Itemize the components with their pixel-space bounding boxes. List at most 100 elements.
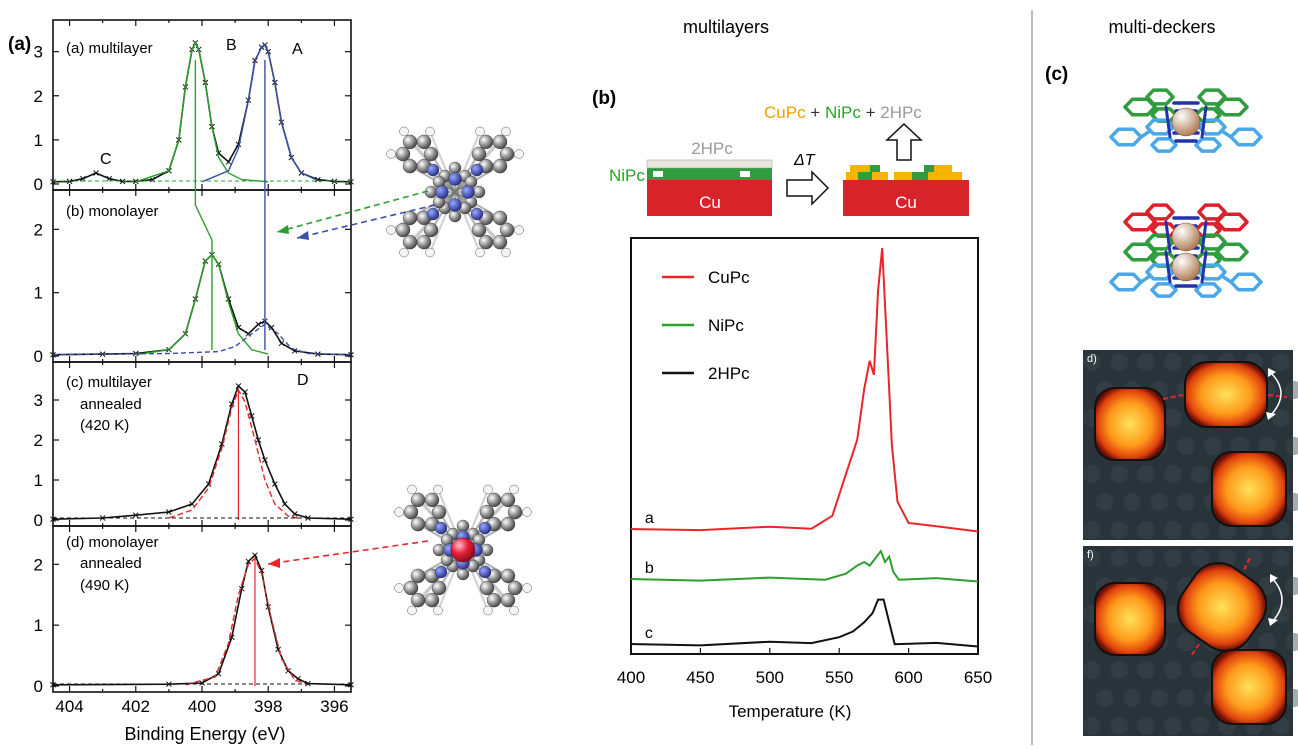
peak-label-b: B (226, 37, 237, 54)
xps-data-point (291, 511, 298, 517)
y-tick-label: 0 (34, 175, 43, 194)
xps-data-point (189, 501, 195, 507)
xps-series-black (52, 253, 352, 356)
xps-series-red (168, 388, 302, 520)
stm-molecule-1 (1094, 387, 1166, 461)
double-decker-molecule (1109, 88, 1263, 153)
tpd-x-tick-label: 550 (825, 668, 853, 687)
tpd-x-tick-label: 600 (894, 668, 922, 687)
y-tick-label: 2 (34, 87, 43, 106)
molecule-2hpc (386, 126, 524, 258)
y-tick-label: 0 (34, 347, 43, 366)
peak-label-c: C (100, 151, 112, 168)
x-tick-label: 396 (320, 697, 348, 716)
y-tick-label: 2 (34, 220, 43, 239)
y-tick-label: 0 (34, 677, 43, 696)
multideckers-heading: multi-deckers (1108, 17, 1215, 37)
xps-series-green (135, 253, 269, 356)
xps-data-point (281, 501, 288, 507)
y-tick-label: 3 (34, 391, 43, 410)
arrows (267, 190, 436, 568)
tpd-x-tick-label: 650 (964, 668, 992, 687)
y-tick-label: 1 (34, 284, 43, 303)
cu-label-right: Cu (895, 193, 917, 212)
y-tick-label: 0 (34, 511, 43, 530)
xps-series-green (135, 41, 269, 183)
x-tick-label: 402 (122, 697, 150, 716)
schem-2hpc-label: 2HPc (691, 139, 733, 158)
xps-data-point (242, 389, 248, 395)
xps-data-point (93, 170, 99, 176)
y-tick-label: 1 (34, 616, 43, 635)
y-tick-label: 3 (34, 43, 43, 62)
xps-data-point (132, 512, 139, 519)
xps-data-point (50, 681, 56, 688)
multilayers-heading: multilayers (683, 17, 769, 37)
tpd-x-tick-label: 500 (756, 668, 784, 687)
xps-panel-c: 0 1 2 3 (34, 361, 354, 530)
stm-molecule-3 (1211, 451, 1287, 527)
copper-atom (450, 537, 476, 563)
xps-data-point (348, 351, 354, 358)
stm-molecule-6 (1211, 649, 1287, 725)
delta-t-label: ΔT (793, 152, 816, 169)
tpd-series-2hpc (630, 598, 979, 648)
xps-data-point (271, 481, 278, 487)
legend-label-2hpc: 2HPc (708, 364, 750, 383)
y-tick-label: 2 (34, 431, 43, 450)
xps-data-point (348, 681, 354, 688)
xps-data-point (258, 567, 265, 574)
xps-data-point (119, 178, 126, 185)
triple-decker-molecule (1109, 203, 1263, 298)
xps-data-point (79, 175, 86, 182)
y-tick-label: 1 (34, 131, 43, 150)
tpd-chart: 400 450 500 550 600 650 a b c CuPc NiPc 2HPc (617, 237, 992, 687)
molecule-cupc (394, 484, 532, 616)
xps-data-point (215, 670, 222, 677)
panel-b-label: (b) (592, 88, 616, 109)
desorb-arrow (885, 122, 923, 161)
y-tick-label: 2 (34, 555, 43, 574)
peak-shift-green (194, 60, 213, 350)
metal-atom (1171, 107, 1201, 137)
xps-data-point (50, 178, 56, 185)
xps-data-point (235, 383, 242, 389)
xps-data-point (199, 680, 205, 686)
xps-series-red (185, 557, 309, 686)
xps-c-label-3: (420 K) (80, 417, 129, 434)
xps-data-point (228, 401, 235, 407)
tpd-series-nipc (630, 549, 979, 583)
transform-arrow (786, 170, 830, 206)
xps-inner-labels: (a) multilayer (b) monolayer (c) multila… (66, 40, 159, 594)
peak-label-d: D (297, 372, 309, 389)
stm-molecule-5 (1176, 562, 1268, 652)
xps-data-point (285, 667, 291, 674)
peak-label-a: A (292, 41, 303, 58)
xps-c-label-2: annealed (80, 396, 142, 413)
panel-a-label: (a) (8, 34, 31, 55)
xps-data-point (166, 509, 172, 515)
desorption-schematic: Cu 2HPc NiPc ΔT Cu CuPc + NiPc + 2HPc (609, 103, 969, 216)
metal-atom (1171, 252, 1201, 282)
xps-data-point (348, 178, 354, 185)
xps-data-point (255, 437, 262, 443)
legend-label-nipc: NiPc (708, 316, 744, 335)
xps-data-point (50, 351, 56, 358)
stm-image-d: d) (1083, 350, 1298, 540)
tpd-x-tick-label: 450 (686, 668, 714, 687)
legend-label-cupc: CuPc (708, 268, 750, 287)
xps-data-point (225, 159, 232, 165)
stm-f-label: f) (1087, 549, 1094, 561)
metal-atom (1171, 222, 1201, 252)
schem-products: CuPc + NiPc + 2HPc (764, 103, 922, 122)
stm-molecule-4 (1094, 582, 1166, 656)
tpd-series-cupc (630, 247, 979, 533)
cu-label-left: Cu (699, 193, 721, 212)
stm-image-f: f) (1083, 546, 1298, 736)
stm-molecule-2 (1184, 361, 1268, 428)
xps-panels: 0 1 2 3 0 1 2 0 1 2 3 0 1 2 404 402 400 398 396 (34, 19, 354, 716)
xps-data-point (248, 413, 255, 419)
xps-data-point (278, 340, 285, 347)
schem-nipc-label: NiPc (609, 166, 645, 185)
